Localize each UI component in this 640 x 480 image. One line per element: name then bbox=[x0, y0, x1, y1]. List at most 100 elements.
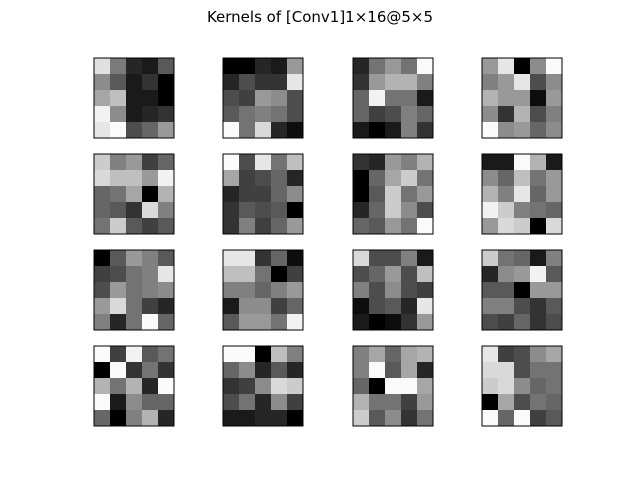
kernel-cell bbox=[158, 106, 175, 123]
kernel-cell bbox=[142, 250, 159, 267]
kernel-cell bbox=[255, 410, 272, 427]
kernel-cell bbox=[369, 378, 386, 395]
kernel-cell bbox=[271, 58, 288, 75]
kernel-cell bbox=[353, 378, 370, 395]
kernel-cell bbox=[239, 282, 256, 299]
kernel-cell bbox=[158, 170, 175, 187]
kernel-cell bbox=[482, 282, 499, 299]
kernel-cell bbox=[385, 202, 402, 219]
kernel-cell bbox=[498, 250, 515, 267]
kernel-cell bbox=[514, 202, 531, 219]
kernel-14 bbox=[222, 345, 304, 427]
kernel-cell bbox=[271, 122, 288, 139]
kernel-cell bbox=[239, 218, 256, 235]
kernel-cell bbox=[385, 362, 402, 379]
kernel-cell bbox=[158, 122, 175, 139]
kernel-cell bbox=[126, 122, 143, 139]
kernel-cell bbox=[110, 346, 127, 363]
kernel-frame bbox=[352, 57, 434, 139]
kernel-cell bbox=[482, 250, 499, 267]
kernel-cell bbox=[110, 218, 127, 235]
kernel-cell bbox=[385, 378, 402, 395]
kernel-cell bbox=[126, 90, 143, 107]
kernel-cell bbox=[94, 314, 111, 331]
kernel-cell bbox=[239, 170, 256, 187]
kernel-cell bbox=[530, 298, 547, 315]
kernel-cell bbox=[482, 266, 499, 283]
kernel-frame bbox=[222, 345, 304, 427]
kernel-cell bbox=[401, 186, 418, 203]
kernel-cell bbox=[353, 122, 370, 139]
kernel-cell bbox=[142, 218, 159, 235]
kernel-cell bbox=[482, 314, 499, 331]
kernel-cell bbox=[223, 154, 240, 171]
kernel-cell bbox=[287, 362, 304, 379]
kernel-cell bbox=[110, 250, 127, 267]
kernel-cell bbox=[369, 298, 386, 315]
kernel-cell bbox=[223, 394, 240, 411]
kernel-3 bbox=[352, 57, 434, 139]
kernel-cell bbox=[126, 362, 143, 379]
kernel-cell bbox=[530, 170, 547, 187]
kernel-6 bbox=[222, 153, 304, 235]
kernel-13 bbox=[93, 345, 175, 427]
kernel-cell bbox=[401, 394, 418, 411]
kernel-cell bbox=[126, 202, 143, 219]
kernel-cell bbox=[401, 250, 418, 267]
chart-title: Kernels of [Conv1]1×16@5×5 bbox=[206, 8, 434, 26]
kernel-cell bbox=[353, 218, 370, 235]
kernel-cell bbox=[401, 202, 418, 219]
kernel-cell bbox=[546, 298, 563, 315]
kernel-cell bbox=[239, 106, 256, 123]
kernel-cell bbox=[498, 378, 515, 395]
kernel-cell bbox=[546, 282, 563, 299]
kernel-cell bbox=[385, 218, 402, 235]
kernel-cell bbox=[530, 314, 547, 331]
kernel-cell bbox=[158, 298, 175, 315]
kernel-frame bbox=[93, 345, 175, 427]
kernel-cell bbox=[498, 74, 515, 91]
kernel-cell bbox=[530, 122, 547, 139]
kernel-cell bbox=[287, 186, 304, 203]
kernel-cell bbox=[255, 186, 272, 203]
kernel-cell bbox=[353, 90, 370, 107]
kernel-frame bbox=[481, 153, 563, 235]
kernel-cell bbox=[287, 202, 304, 219]
kernel-cell bbox=[271, 298, 288, 315]
kernel-frame bbox=[93, 57, 175, 139]
kernel-cell bbox=[110, 106, 127, 123]
kernel-cell bbox=[126, 298, 143, 315]
kernel-cell bbox=[546, 122, 563, 139]
kernel-cell bbox=[369, 394, 386, 411]
kernel-cell bbox=[546, 106, 563, 123]
kernel-cell bbox=[255, 346, 272, 363]
kernel-cell bbox=[369, 202, 386, 219]
kernel-cell bbox=[514, 282, 531, 299]
kernel-cell bbox=[514, 186, 531, 203]
kernel-cell bbox=[287, 298, 304, 315]
kernel-cell bbox=[353, 298, 370, 315]
kernel-cell bbox=[271, 154, 288, 171]
kernel-cell bbox=[514, 90, 531, 107]
kernel-cell bbox=[223, 362, 240, 379]
kernel-cell bbox=[498, 394, 515, 411]
kernel-cell bbox=[401, 378, 418, 395]
kernel-cell bbox=[530, 346, 547, 363]
kernel-cell bbox=[482, 202, 499, 219]
kernel-cell bbox=[142, 410, 159, 427]
kernel-cell bbox=[271, 266, 288, 283]
kernel-cell bbox=[498, 314, 515, 331]
kernel-cell bbox=[287, 90, 304, 107]
kernel-cell bbox=[271, 362, 288, 379]
kernel-cell bbox=[530, 410, 547, 427]
kernel-cell bbox=[530, 378, 547, 395]
kernel-cell bbox=[385, 106, 402, 123]
kernel-1 bbox=[93, 57, 175, 139]
kernel-frame bbox=[93, 249, 175, 331]
kernel-cell bbox=[482, 298, 499, 315]
kernel-cell bbox=[385, 154, 402, 171]
kernel-cell bbox=[126, 346, 143, 363]
kernel-cell bbox=[514, 410, 531, 427]
